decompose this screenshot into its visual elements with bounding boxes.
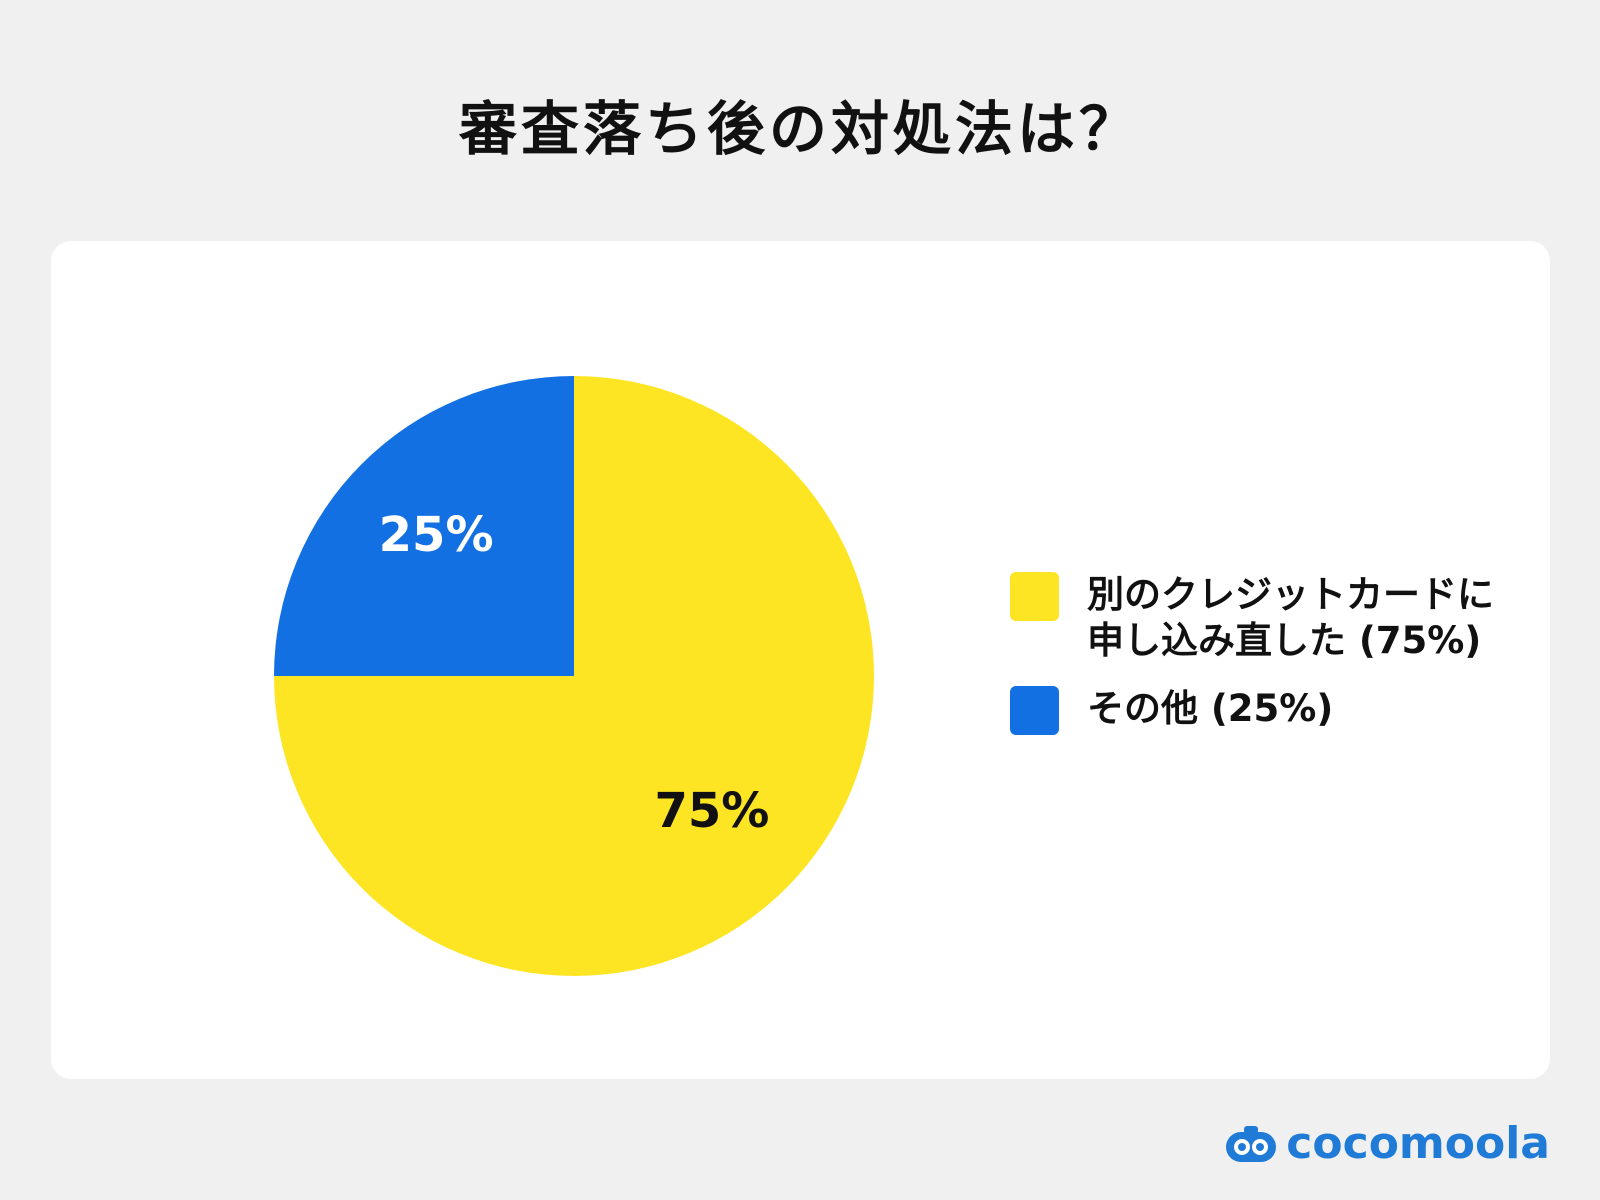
legend-label: 別のクレジットカードに申し込み直した (75%) [1087,573,1494,662]
logo: cocomoola [1224,1118,1550,1169]
logo-text: cocomoola [1286,1118,1550,1169]
value-label: 25% [379,507,494,563]
chart-card: 75% 25% 別のクレジットカードに申し込み直した (75%) その他 (25%) [51,241,1550,1079]
value-label: 75% [654,783,769,839]
legend-item: 別のクレジットカードに申し込み直した (75%) [1010,572,1527,664]
chart-title: 審査落ち後の対処法は？ [458,95,1141,163]
legend-swatch [1010,686,1059,735]
pie-slice [274,376,574,676]
legend-label: その他 (25%) [1087,687,1334,730]
legend-item: その他 (25%) [1010,686,1527,735]
legend: 別のクレジットカードに申し込み直した (75%) その他 (25%) [1010,572,1527,757]
legend-swatch [1010,572,1059,621]
pie-chart: 75% 25% [274,376,874,976]
logo-icon [1226,1125,1277,1162]
